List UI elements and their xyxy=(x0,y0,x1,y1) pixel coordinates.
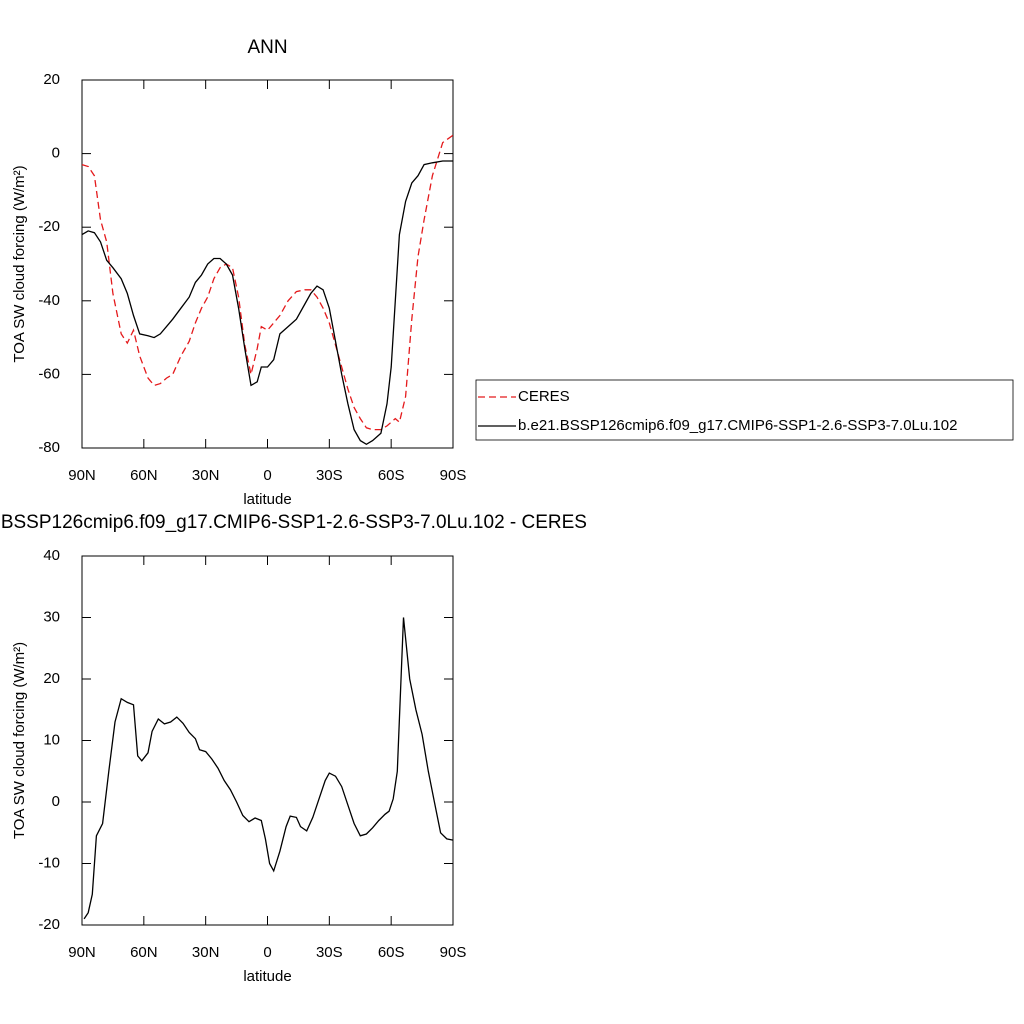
data-line xyxy=(81,134,454,431)
x-tick-label: 90N xyxy=(68,467,96,484)
x-tick-label: 0 xyxy=(263,467,271,484)
plot-frame xyxy=(81,555,454,926)
legend-box xyxy=(475,379,1014,441)
x-tick-label: 60S xyxy=(378,944,405,961)
y-tick-label: 20 xyxy=(43,670,60,687)
data-line xyxy=(81,160,453,446)
chart-title: b.e21.BSSP126cmip6.f09_g17.CMIP6-SSP1-2.… xyxy=(0,512,587,533)
y-tick-label: -10 xyxy=(38,854,60,871)
y-axis-label: TOA SW cloud forcing (W/m²) xyxy=(11,642,28,839)
y-tick-label: -20 xyxy=(38,218,60,235)
y-tick-label: 30 xyxy=(43,608,60,625)
x-tick-label: 30S xyxy=(316,944,343,961)
y-axis-label: TOA SW cloud forcing (W/m²) xyxy=(11,165,28,362)
x-tick-label: 30N xyxy=(192,944,220,961)
y-tick-label: 10 xyxy=(43,731,60,748)
legend-label: CERES xyxy=(518,388,570,405)
chart-title: ANN xyxy=(247,37,287,58)
x-axis-label: latitude xyxy=(243,968,291,985)
y-tick-label: 40 xyxy=(43,547,60,564)
y-tick-label: -80 xyxy=(38,439,60,456)
y-tick-label: -60 xyxy=(38,365,60,382)
x-tick-label: 90N xyxy=(68,944,96,961)
legend-label: b.e21.BSSP126cmip6.f09_g17.CMIP6-SSP1-2.… xyxy=(518,417,957,434)
x-axis-label: latitude xyxy=(243,491,291,508)
x-tick-label: 90S xyxy=(440,944,467,961)
data-line xyxy=(83,617,454,920)
x-tick-label: 90S xyxy=(440,467,467,484)
x-tick-label: 0 xyxy=(263,944,271,961)
y-tick-label: 0 xyxy=(52,145,60,162)
x-tick-label: 30N xyxy=(192,467,220,484)
x-tick-label: 60N xyxy=(130,467,158,484)
x-tick-label: 60N xyxy=(130,944,158,961)
y-tick-label: 20 xyxy=(43,71,60,88)
y-tick-label: -20 xyxy=(38,916,60,933)
x-tick-label: 60S xyxy=(378,467,405,484)
y-tick-label: 0 xyxy=(52,793,60,810)
x-tick-label: 30S xyxy=(316,467,343,484)
y-tick-label: -40 xyxy=(38,292,60,309)
